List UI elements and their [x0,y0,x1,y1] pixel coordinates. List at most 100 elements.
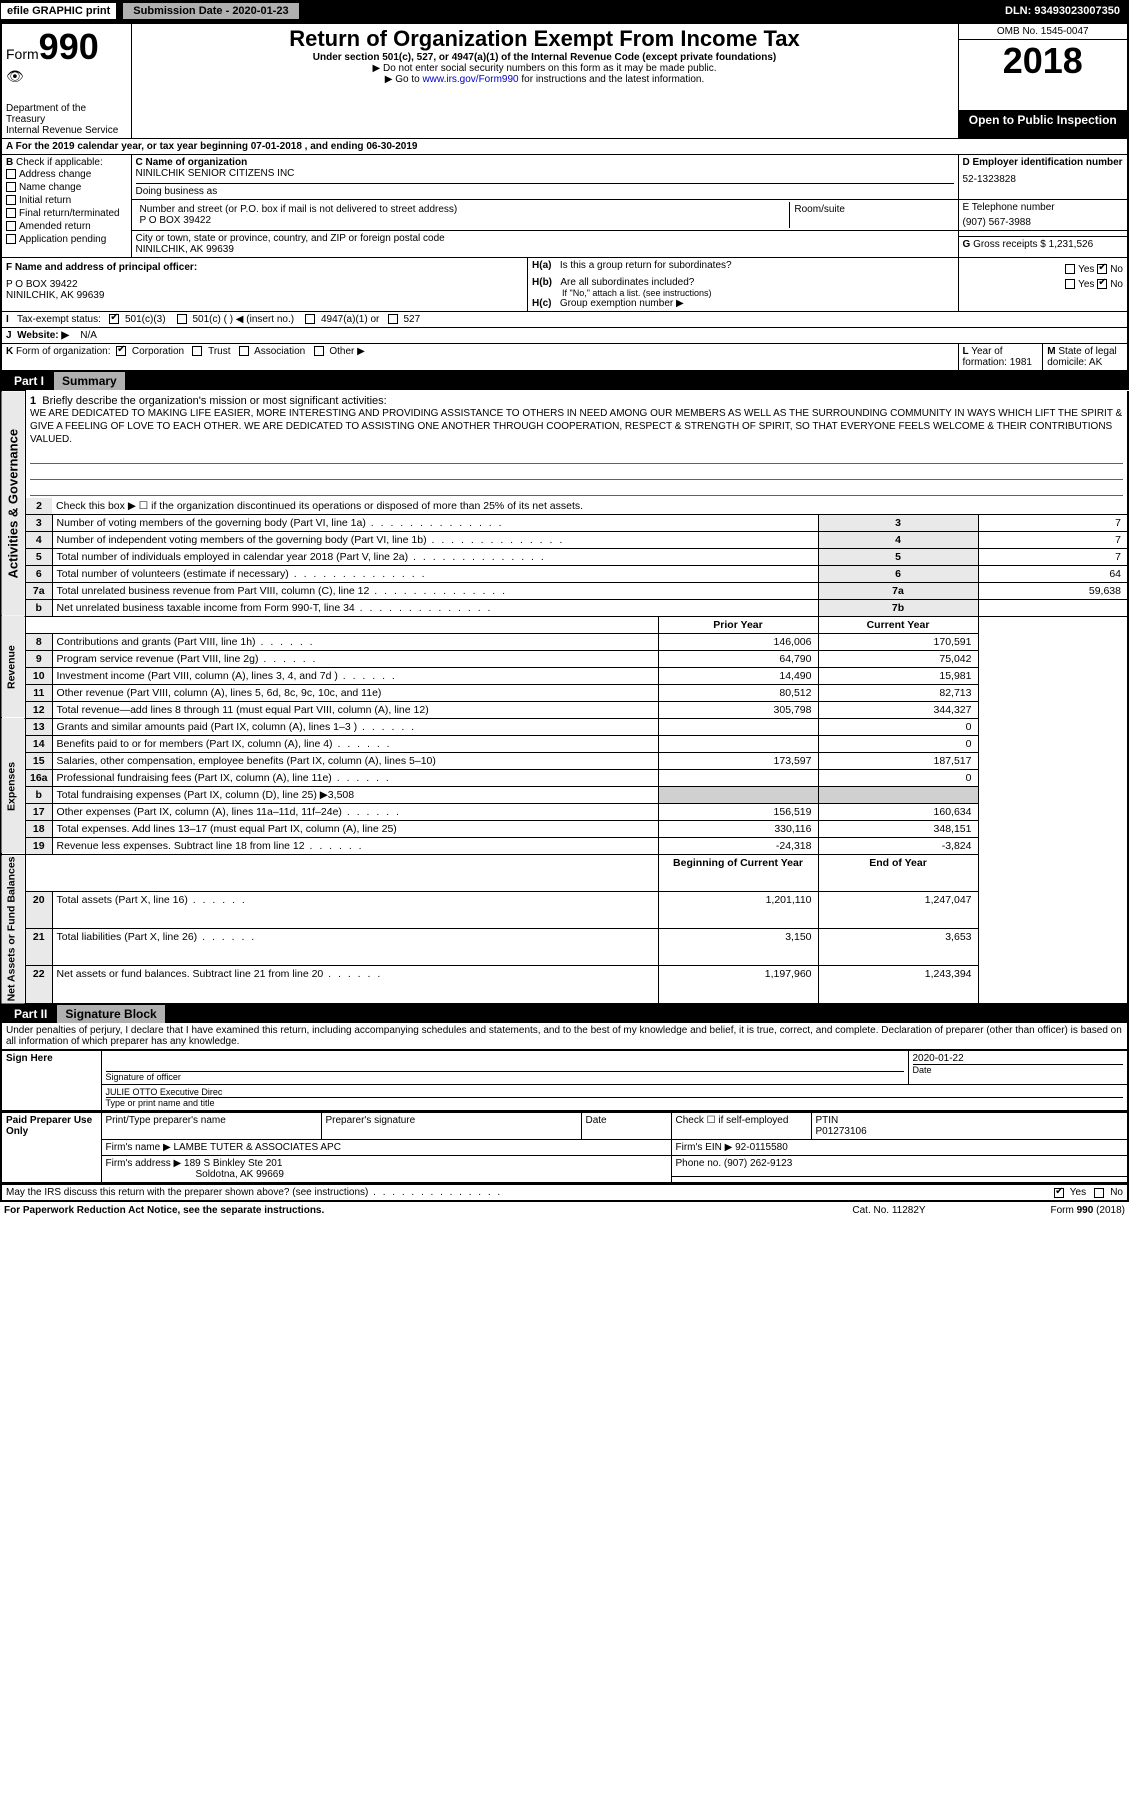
chk-name[interactable] [6,182,16,192]
exp-curr: -3,824 [818,837,978,854]
rev-curr: 170,591 [818,633,978,650]
rev-text: Investment income (Part VIII, column (A)… [52,667,658,684]
f-label: F Name and address of principal officer: [6,262,523,273]
side-label-ag: Activities & Governance [1,391,26,617]
rev-text: Total revenue—add lines 8 through 11 (mu… [52,701,658,718]
b-check-label: Check if applicable: [16,157,103,168]
opt-4947: 4947(a)(1) or [321,314,379,325]
discuss-no[interactable] [1094,1188,1104,1198]
exp-num: 17 [26,803,53,820]
year-formation: Year of formation: 1981 [963,346,1033,368]
irs-link[interactable]: www.irs.gov/Form990 [422,74,518,85]
hb-yes[interactable] [1065,279,1075,289]
col-boy: Beginning of Current Year [658,854,818,891]
e-label: E Telephone number [963,202,1124,213]
section-k: K Form of organization: Corporation Trus… [1,344,958,372]
k-label: K [6,346,13,357]
rev-curr: 75,042 [818,650,978,667]
exp-text: Professional fundraising fees (Part IX, … [52,769,658,786]
chk-pending[interactable] [6,234,16,244]
section-e: E Telephone number (907) 567-3988 [958,200,1128,231]
ha-yes[interactable] [1065,264,1075,274]
exp-shade [658,786,818,803]
d-label: D Employer identification number [963,157,1124,168]
section-lm: L Year of formation: 1981 M State of leg… [958,344,1128,372]
dept-irs: Internal Revenue Service [6,125,127,136]
phone: (907) 567-3988 [963,217,1124,228]
rev-prior: 146,006 [658,633,818,650]
top-bar: efile GRAPHIC print Submission Date - 20… [0,0,1129,22]
subtitle-3: ▶ Go to www.irs.gov/Form990 for instruct… [136,74,954,85]
chk-501c3[interactable] [109,314,119,324]
chk-address[interactable] [6,169,16,179]
mission-line [30,484,1123,496]
discuss-yes[interactable] [1054,1188,1064,1198]
rev-num: 9 [26,650,53,667]
opt-501c3: 501(c)(3) [125,314,166,325]
chk-trust[interactable] [192,346,202,356]
chk-other[interactable] [314,346,324,356]
firm-addr2: Soldotna, AK 99669 [196,1169,284,1180]
chk-initial[interactable] [6,195,16,205]
ag-text: Total number of individuals employed in … [52,548,818,565]
chk-final-label: Final return/terminated [19,208,120,219]
exp-curr: 0 [818,718,978,735]
cat-no: Cat. No. 11282Y [799,1202,979,1219]
chk-4947[interactable] [305,314,315,324]
ag-val: 7 [978,514,1128,531]
firm-name-label: Firm's name ▶ [106,1142,171,1153]
subtitle-2: ▶ Do not enter social security numbers o… [136,63,954,74]
ag-val [978,599,1128,616]
firm-phone: (907) 262-9123 [724,1158,792,1169]
chk-527[interactable] [388,314,398,324]
exp-prior: 330,116 [658,820,818,837]
exp-num: 13 [26,718,53,735]
line-a: A For the 2019 calendar year, or tax yea… [1,139,1128,155]
exp-text: Grants and similar amounts paid (Part IX… [52,718,658,735]
opt-corp: Corporation [132,346,184,357]
part1-table: Activities & Governance 1 Briefly descri… [0,390,1129,1005]
chk-amended[interactable] [6,221,16,231]
part1-title: Summary [54,372,125,390]
exp-text: Total fundraising expenses (Part IX, col… [52,786,658,803]
ag-box: 7b [818,599,978,616]
na-num: 20 [26,891,53,928]
na-curr: 1,247,047 [818,891,978,928]
ag-text: Total number of volunteers (estimate if … [52,565,818,582]
submission-date: Submission Date - 2020-01-23 [122,2,299,20]
rev-prior: 80,512 [658,684,818,701]
form-id-cell: Form990 👁 Department of the Treasury Int… [1,23,131,139]
city-label: City or town, state or province, country… [136,233,954,244]
subtitle3-post: for instructions and the latest informat… [519,74,705,85]
chk-corp[interactable] [116,346,126,356]
section-h: H(a) Is this a group return for subordin… [528,258,958,311]
chk-final[interactable] [6,208,16,218]
exp-text: Other expenses (Part IX, column (A), lin… [52,803,658,820]
rev-text: Program service revenue (Part VIII, line… [52,650,658,667]
exp-text: Revenue less expenses. Subtract line 18 … [52,837,658,854]
col-prior: Prior Year [658,616,818,633]
ha-no[interactable] [1097,264,1107,274]
ag-text: Total unrelated business revenue from Pa… [52,582,818,599]
exp-prior: -24,318 [658,837,818,854]
room-label: Room/suite [790,202,954,228]
hb-no[interactable] [1097,279,1107,289]
preparer-table: Paid Preparer Use Only Print/Type prepar… [0,1112,1129,1184]
exp-curr: 0 [818,769,978,786]
officer-name: JULIE OTTO Executive Direc [106,1087,1124,1097]
hc-label: H(c) [532,298,551,309]
ag-box: 3 [818,514,978,531]
sig-date: 2020-01-22 [913,1053,1124,1064]
chk-501c[interactable] [177,314,187,324]
na-text: Total assets (Part X, line 16) [52,891,658,928]
chk-assoc[interactable] [239,346,249,356]
prep-date-label: Date [581,1113,671,1140]
line1: 1 Briefly describe the organization's mi… [26,391,1129,450]
exp-curr: 187,517 [818,752,978,769]
section-g: G Gross receipts $ 1,231,526 [958,237,1128,258]
opt-other: Other ▶ [329,346,364,357]
ha-yes-label: Yes [1078,264,1094,275]
rev-curr: 15,981 [818,667,978,684]
ag-num: b [26,599,53,616]
opt-527: 527 [403,314,420,325]
